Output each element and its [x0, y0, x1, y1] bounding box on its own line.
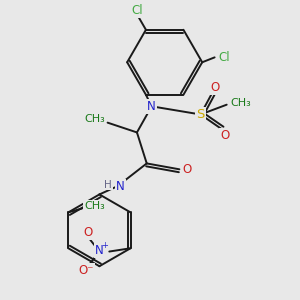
Text: N: N: [95, 244, 104, 257]
Text: CH₃: CH₃: [230, 98, 251, 108]
Text: Cl: Cl: [219, 51, 230, 64]
Text: +: +: [102, 241, 109, 250]
Text: H: H: [104, 180, 112, 190]
Text: Cl: Cl: [131, 4, 143, 17]
Text: N: N: [116, 180, 125, 193]
Text: S: S: [196, 108, 205, 121]
Text: CH₃: CH₃: [84, 201, 105, 211]
Text: N: N: [147, 100, 156, 113]
Text: CH₃: CH₃: [85, 114, 106, 124]
Text: O: O: [211, 81, 220, 94]
Text: O⁻: O⁻: [79, 264, 94, 277]
Text: O: O: [83, 226, 93, 239]
Text: O: O: [182, 163, 191, 176]
Text: O: O: [220, 128, 230, 142]
